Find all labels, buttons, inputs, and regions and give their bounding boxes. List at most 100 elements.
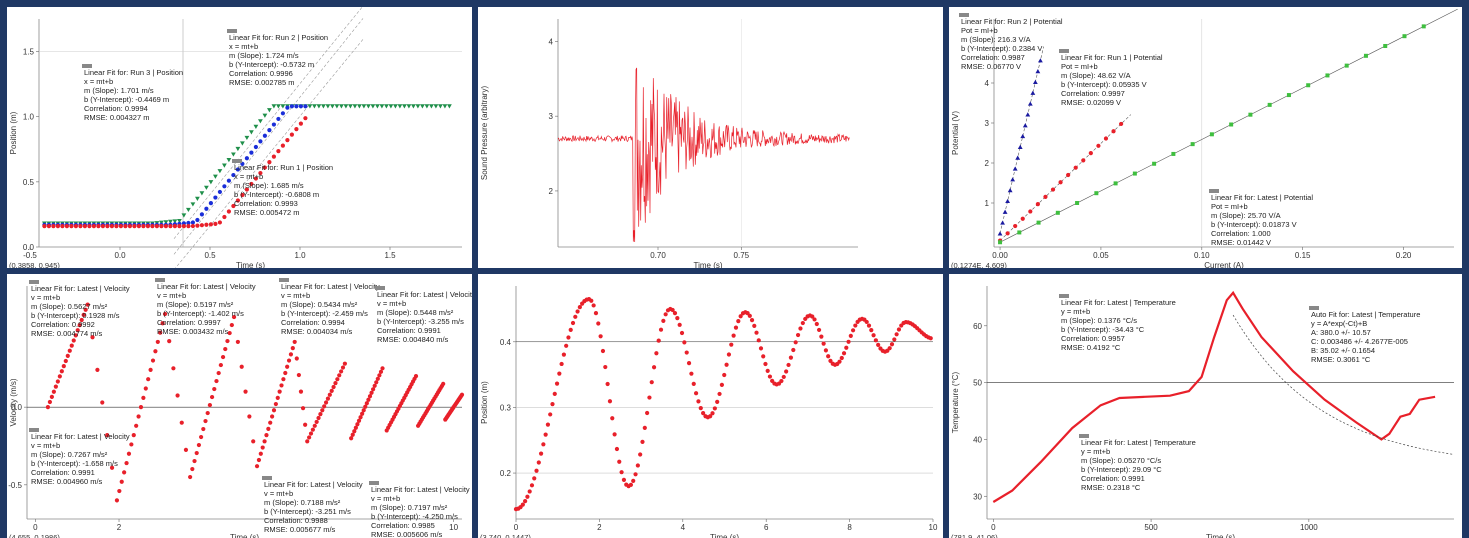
data-point-triangle: [402, 104, 407, 109]
x-axis-label: Time (s): [230, 533, 259, 538]
data-point-triangle: [325, 104, 331, 109]
temperature-chart: 0 500 1000 30 40 50 60 Time (s) Temperature (°C)…: [951, 286, 1455, 538]
fit-annotation-run2-line: Pot = mI+b: [961, 26, 998, 35]
data-point-square: [1113, 181, 1118, 186]
data-point: [621, 477, 627, 482]
data-point: [145, 224, 150, 229]
data-point: [129, 442, 134, 447]
data-point: [543, 432, 548, 437]
fit-annotation-6-line: Linear Fit for: Latest | Velocity: [264, 480, 363, 489]
data-point: [253, 176, 258, 181]
data-point: [892, 337, 897, 342]
data-point-square: [1229, 122, 1234, 127]
data-point-square: [998, 240, 1003, 245]
data-point-triangle: [375, 104, 380, 109]
data-point: [285, 105, 290, 110]
data-point: [100, 400, 105, 405]
data-point: [96, 224, 101, 229]
data-point-square: [1209, 132, 1214, 137]
data-point: [589, 298, 594, 303]
data-point-triangle: [186, 207, 191, 213]
data-point: [132, 224, 137, 229]
fit-annotation-run2-line: Correlation: 0.9987: [961, 53, 1025, 62]
data-point: [372, 383, 377, 388]
data-point: [117, 488, 122, 494]
data-point: [672, 310, 678, 316]
data-point: [258, 170, 263, 176]
data-point: [554, 381, 560, 386]
fit-annotation-run2-line: RMSE: 0.06770 V: [961, 62, 1021, 71]
data-point: [209, 394, 215, 400]
data-point: [77, 323, 82, 328]
data-point-square: [1402, 34, 1407, 39]
data-point: [208, 201, 213, 206]
data-point-triangle: [343, 104, 349, 109]
data-point: [603, 364, 608, 370]
annotation-handle: [1079, 434, 1089, 438]
data-point: [360, 411, 365, 416]
data-point: [114, 224, 119, 229]
data-point-triangle: [307, 104, 313, 109]
data-point: [731, 333, 736, 338]
fit-annotation-7-line: b (Y-Intercept): -4.250 m/s: [371, 512, 458, 521]
data-point: [928, 336, 933, 341]
data-point: [896, 327, 902, 332]
data-point-triangle: [357, 104, 362, 109]
annotation-handle: [29, 280, 39, 284]
data-point: [610, 416, 615, 421]
data-point: [190, 466, 195, 472]
data-point: [57, 374, 62, 379]
data-point: [724, 362, 729, 367]
data-point: [441, 381, 446, 386]
data-point: [638, 452, 643, 457]
data-point: [277, 389, 282, 394]
data-point: [162, 311, 168, 317]
data-point: [523, 499, 528, 504]
data-point: [285, 138, 290, 143]
data-point: [538, 451, 544, 456]
data-point: [45, 405, 51, 410]
data-point-triangle: [433, 104, 439, 109]
x-tick-label: 500: [1144, 523, 1158, 532]
data-point: [167, 339, 172, 344]
y-tick-label: 3: [985, 119, 990, 128]
data-point: [268, 420, 273, 425]
data-point: [235, 339, 240, 345]
data-point-triangle: [312, 104, 317, 109]
data-point: [322, 404, 327, 409]
fit-annotation-5-line: b (Y-Intercept): -1.658 m/s: [31, 459, 118, 468]
fit-annotation-run3-line: b (Y-Intercept): -0.4469 m: [84, 95, 169, 104]
data-point: [243, 389, 248, 394]
data-point: [267, 128, 272, 133]
data-point: [227, 330, 232, 336]
data-point: [199, 434, 204, 440]
data-point: [733, 325, 739, 330]
data-point: [90, 335, 95, 340]
data-point: [183, 447, 189, 452]
data-point: [1020, 216, 1025, 221]
data-point: [876, 342, 881, 347]
data-point: [708, 414, 713, 419]
y-tick-label: 3: [549, 112, 554, 121]
data-point: [369, 390, 374, 395]
fit-annotation-linear-1-line: Linear Fit for: Latest | Temperature: [1061, 298, 1176, 307]
fit-annotation-1-line: b (Y-Intercept): 0.1928 m/s: [31, 311, 120, 320]
data-point: [69, 224, 74, 229]
x-axis-label: Current (A): [1204, 261, 1244, 268]
fit-annotation-4-line: RMSE: 0.004840 m/s: [377, 335, 449, 344]
data-point: [557, 371, 562, 376]
x-axis-label: Time (s): [693, 261, 722, 268]
x-tick-label: 0.10: [1194, 251, 1210, 260]
annotation-handle: [959, 13, 969, 17]
data-point: [251, 439, 256, 444]
y-tick-label: 0.4: [500, 338, 512, 347]
y-tick-label: 30: [973, 492, 982, 501]
data-point: [283, 370, 288, 376]
data-point-triangle: [177, 218, 182, 224]
data-point: [375, 376, 380, 381]
data-point-triangle: [1030, 90, 1036, 95]
y-tick-label: 1.5: [23, 48, 35, 57]
data-point: [300, 406, 306, 411]
fit-annotation-run1-line: b (Y-Intercept): -0.6808 m: [234, 190, 319, 199]
data-point: [47, 399, 53, 405]
